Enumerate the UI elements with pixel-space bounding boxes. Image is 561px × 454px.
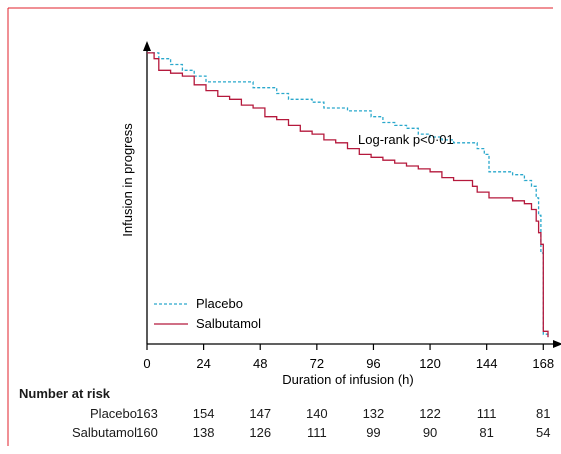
x-tick-label-0: 0 — [143, 356, 150, 371]
risk-cell: 111 — [476, 406, 497, 421]
risk-cell: 81 — [479, 425, 494, 440]
risk-cell: 54 — [536, 425, 551, 440]
risk-cell: 160 — [136, 425, 158, 440]
risk-cell: 81 — [536, 406, 551, 421]
logrank-annotation: Log-rank p<0·01 — [358, 132, 454, 147]
y-axis-label: Infusion in progress — [120, 123, 135, 237]
risk-table-header: Number at risk — [19, 386, 111, 401]
x-axis-label: Duration of infusion (h) — [282, 372, 414, 387]
risk-cell: 163 — [136, 406, 158, 421]
risk-row-label: Salbutamol — [71, 425, 137, 440]
y-axis-arrow-icon — [143, 41, 151, 51]
risk-cell: 122 — [419, 406, 441, 421]
series-line-salbutamol — [147, 52, 549, 338]
x-tick-label-24: 24 — [196, 356, 210, 371]
risk-cell: 140 — [305, 406, 328, 421]
risk-cell: 132 — [362, 406, 385, 421]
risk-cell: 126 — [249, 425, 272, 440]
risk-cell: 154 — [192, 406, 215, 421]
x-tick-label-48: 48 — [253, 356, 267, 371]
risk-cell: 147 — [249, 406, 272, 421]
x-tick-label-144: 144 — [476, 356, 498, 371]
x-tick-label-96: 96 — [366, 356, 380, 371]
risk-cell: 99 — [366, 425, 381, 440]
legend-label-placebo: Placebo — [196, 296, 243, 311]
x-tick-label-168: 168 — [532, 356, 554, 371]
legend-label-salbutamol: Salbutamol — [196, 316, 261, 331]
x-ticks — [146, 344, 544, 350]
x-tick-label-72: 72 — [310, 356, 324, 371]
series-line-placebo — [147, 52, 549, 338]
x-axis-arrow-icon — [553, 340, 561, 348]
risk-cell: 111 — [306, 425, 327, 440]
x-tick-labels: 0 24 48 72 96 120 144 168 — [143, 356, 554, 371]
risk-cell: 90 — [422, 425, 438, 440]
risk-cell: 138 — [192, 425, 215, 440]
risk-row-label: Placebo — [90, 406, 137, 421]
x-tick-label-120: 120 — [419, 356, 441, 371]
